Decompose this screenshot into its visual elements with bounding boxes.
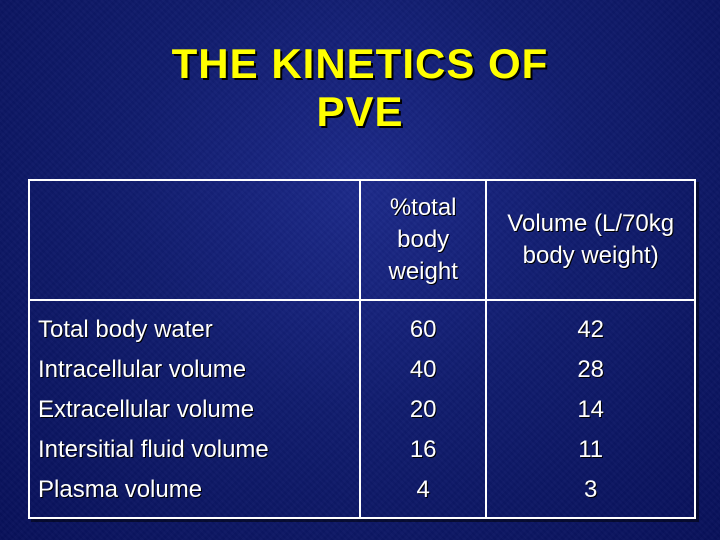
volume-value-plasma-volume: 3: [584, 476, 598, 503]
volume-value-extracellular-volume: 14: [577, 396, 605, 423]
body-fluid-table: %total body weight Volume (L/70kg body w…: [28, 179, 696, 519]
labels-cell: Total body water Intracellular volume Ex…: [28, 299, 361, 519]
percent-value-interstitial-fluid-volume: 16: [409, 436, 437, 463]
compartment-label-list: Total body water Intracellular volume Ex…: [30, 301, 359, 510]
percent-values-cell: 60 40 20 16 4: [358, 299, 488, 519]
volume-value-interstitial-fluid-volume: 11: [578, 436, 604, 463]
row-label-total-body-water: Total body water: [38, 316, 213, 343]
volume-value-list: 42 28 14 11 3: [487, 301, 694, 510]
header-cell-volume: Volume (L/70kg body weight): [485, 179, 696, 301]
table-body-row: Total body water Intracellular volume Ex…: [28, 299, 696, 519]
percent-value-intracellular-volume: 40: [409, 356, 437, 383]
row-label-interstitial-fluid-volume: Intersitial fluid volume: [38, 436, 269, 463]
slide-title: THE KINETICS OF PVE: [0, 40, 720, 136]
header-volume-label: Volume (L/70kg body weight): [507, 210, 675, 269]
percent-value-plasma-volume: 4: [416, 476, 430, 503]
row-label-extracellular-volume: Extracellular volume: [38, 396, 255, 423]
header-cell-empty: [28, 179, 361, 301]
row-label-intracellular-volume: Intracellular volume: [38, 356, 247, 383]
percent-value-list: 60 40 20 16 4: [361, 301, 485, 510]
percent-value-total-body-water: 60: [409, 316, 437, 343]
percent-value-extracellular-volume: 20: [409, 396, 437, 423]
volume-value-intracellular-volume: 28: [577, 356, 605, 383]
table-header-row: %total body weight Volume (L/70kg body w…: [28, 179, 696, 301]
header-percent-label: %total body weight: [388, 194, 458, 285]
header-cell-percent: %total body weight: [358, 179, 488, 301]
row-label-plasma-volume: Plasma volume: [38, 476, 203, 503]
volume-values-cell: 42 28 14 11 3: [485, 299, 696, 519]
slide-title-line-2: PVE: [316, 88, 404, 135]
slide-title-line-1: THE KINETICS OF: [171, 40, 549, 87]
volume-value-total-body-water: 42: [577, 316, 605, 343]
